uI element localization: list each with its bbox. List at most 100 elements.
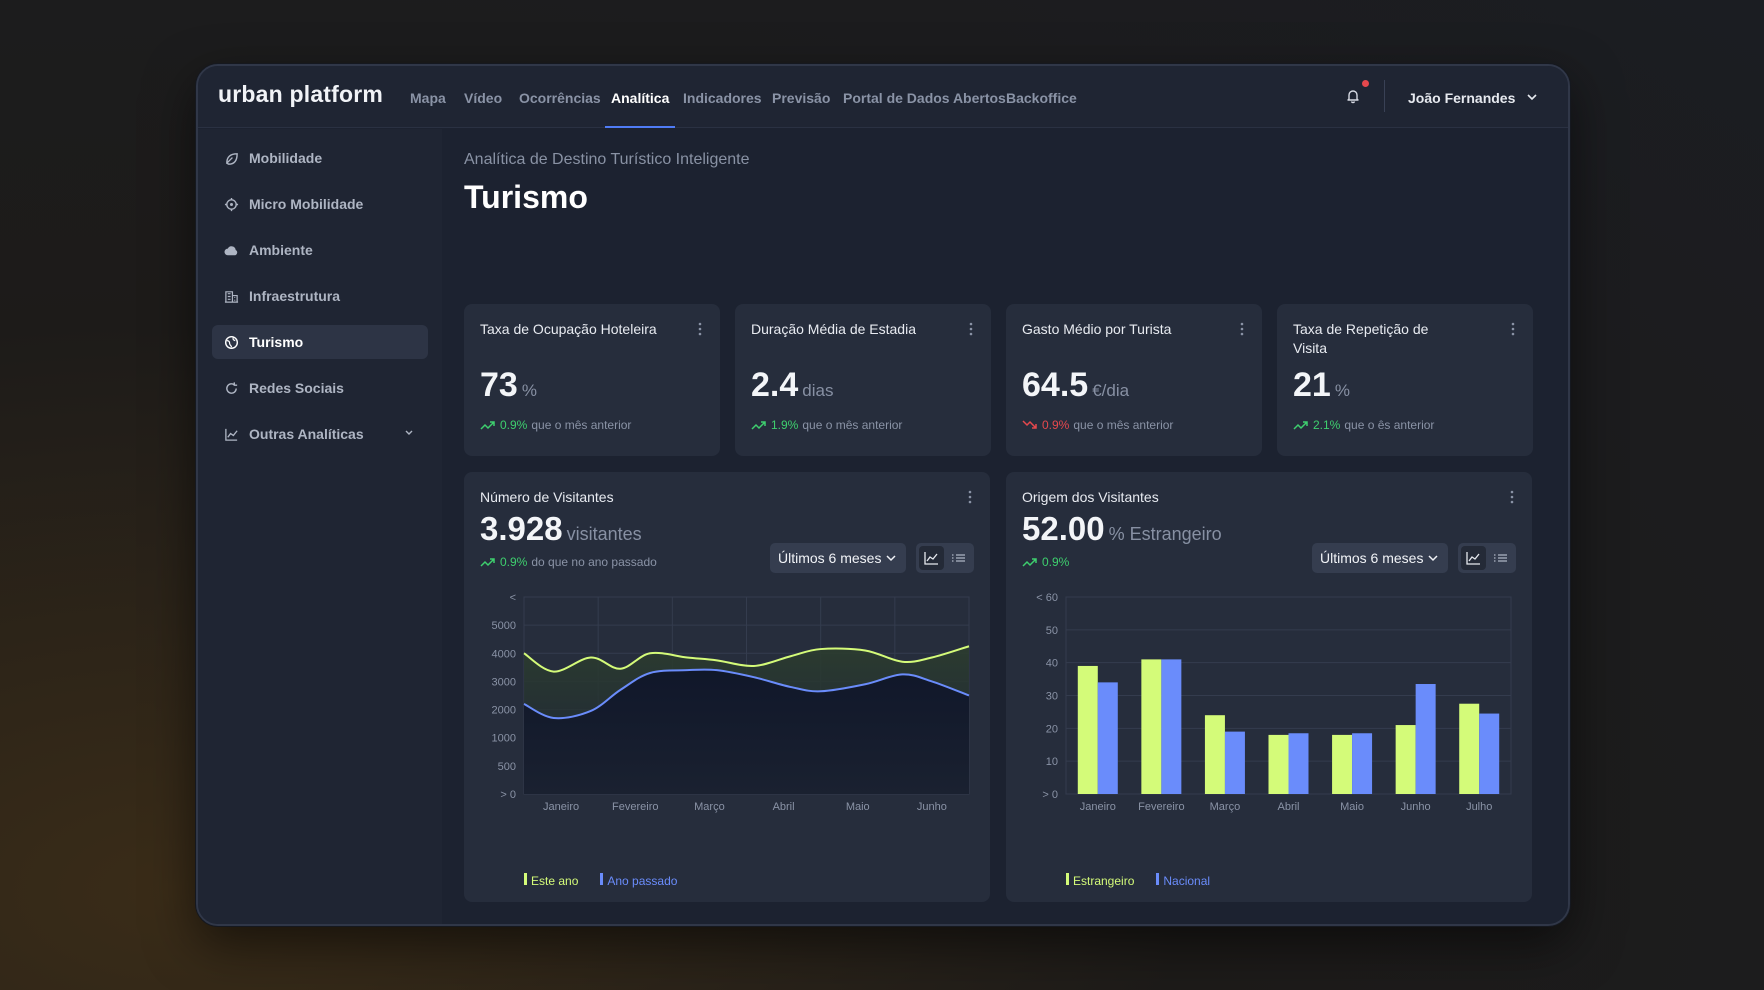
kpi-title: Taxa de Ocupação Hoteleira	[480, 321, 657, 337]
list-view-button[interactable]	[1488, 546, 1513, 570]
nav-backoffice[interactable]: Backoffice	[1006, 90, 1077, 106]
more-options-icon[interactable]	[1511, 322, 1515, 336]
bar-nacional	[1352, 733, 1373, 794]
sidebar-item-outras-analiticas[interactable]: Outras Analíticas	[212, 417, 428, 451]
bar-estrangeiro	[1204, 715, 1225, 794]
refresh-icon	[226, 381, 238, 394]
chevron-down-icon[interactable]	[1526, 92, 1538, 102]
chevron-down-icon[interactable]	[404, 428, 414, 438]
kpi-title: Taxa de Repetição de Visita	[1293, 321, 1429, 356]
view-toggle	[1458, 543, 1516, 573]
trend-up-icon	[1022, 558, 1037, 567]
sidebar-item-label: Redes Sociais	[249, 380, 344, 396]
nav-portal-dados-abertos[interactable]: Portal de Dados Abertos	[843, 90, 1006, 106]
x-tick-label: Junho	[917, 801, 947, 813]
kpi-trend: 0.9% que o mês anterior	[480, 418, 631, 432]
nav-analitica[interactable]: Analítica	[604, 90, 676, 128]
x-tick-label: Fevereiro	[612, 801, 658, 813]
kpi-title: Duração Média de Estadia	[751, 321, 916, 337]
x-tick-label: Julho	[1466, 801, 1492, 813]
more-options-icon[interactable]	[968, 490, 972, 504]
notification-badge	[1362, 80, 1369, 87]
bar-nacional	[1288, 733, 1309, 794]
nav-video[interactable]: Vídeo	[464, 90, 503, 106]
page-subtitle: Analítica de Destino Turístico Inteligen…	[464, 151, 750, 168]
app-logo[interactable]: urban platform	[218, 81, 384, 107]
nav-previsao[interactable]: Previsão	[772, 90, 831, 106]
line-view-button[interactable]	[919, 546, 944, 570]
x-tick-label: Junho	[1401, 801, 1431, 813]
line-chart-icon	[1466, 552, 1480, 565]
y-tick-label: 3000	[492, 676, 516, 688]
nav-mapa[interactable]: Mapa	[410, 90, 446, 106]
x-tick-label: Março	[1210, 801, 1241, 813]
sidebar-item-redes-sociais[interactable]: Redes Sociais	[212, 371, 428, 405]
bar-nacional	[1161, 659, 1182, 794]
x-tick-label: Janeiro	[543, 801, 579, 813]
building-icon	[224, 290, 239, 303]
more-options-icon[interactable]	[1240, 322, 1244, 336]
more-options-icon[interactable]	[969, 322, 973, 336]
legend-item-ano-passado[interactable]: Ano passado	[600, 873, 677, 888]
y-tick-label: 10	[1046, 756, 1058, 768]
x-tick-label: Maio	[1340, 801, 1364, 813]
kpi-value: 64.5 €/dia	[1022, 366, 1130, 404]
kpi-card-estadia: Duração Média de Estadia 2.4 dias 1.9% que…	[735, 304, 991, 456]
bar-nacional	[1224, 731, 1245, 794]
chart-title: Número de Visitantes	[480, 489, 614, 505]
list-icon	[1494, 554, 1507, 562]
bar-nacional	[1415, 684, 1436, 794]
kpi-card-gasto: Gasto Médio por Turista 64.5 €/dia 0.9% qu…	[1006, 304, 1262, 456]
divider	[1384, 80, 1385, 112]
y-tick-label: 1000	[492, 733, 516, 745]
legend-item-estrangeiro[interactable]: Estrangeiro	[1066, 873, 1134, 888]
y-tick-label: 5000	[492, 620, 516, 632]
period-select[interactable]: Últimos 6 meses	[770, 543, 906, 573]
chart-legend: Estrangeiro Nacional	[1066, 873, 1210, 888]
sidebar-item-label: Mobilidade	[249, 150, 323, 166]
nav-indicadores[interactable]: Indicadores	[683, 90, 762, 106]
origin-value: 52.00% Estrangeiro	[1022, 510, 1222, 547]
sidebar-item-label: Outras Analíticas	[249, 426, 364, 442]
visitors-trend: 0.9% do que no ano passado	[480, 555, 657, 569]
sidebar-item-turismo[interactable]: Turismo	[212, 325, 428, 359]
period-select[interactable]: Últimos 6 meses	[1312, 543, 1448, 573]
sidebar-item-micro-mobilidade[interactable]: Micro Mobilidade	[212, 187, 428, 221]
bar-estrangeiro	[1332, 734, 1353, 794]
nav-ocorrencias[interactable]: Ocorrências	[519, 90, 601, 106]
main-content: Analítica de Destino Turístico Inteligen…	[442, 129, 1568, 924]
view-toggle	[916, 543, 974, 573]
line-view-button[interactable]	[1461, 546, 1486, 570]
kpi-trend: 2.1% que o ês anterior	[1293, 418, 1434, 432]
sidebar-item-ambiente[interactable]: Ambiente	[212, 233, 428, 267]
sidebar: Mobilidade Micro Mobilidade Ambiente Inf…	[198, 129, 442, 924]
visitors-area-chart: > 0 500 1000 2000 3000 4000 5000 < Janeiro Fevere…	[492, 592, 970, 813]
x-tick-label: Janeiro	[1080, 801, 1116, 813]
y-tick-label: <	[510, 592, 516, 604]
bell-icon[interactable]	[1345, 88, 1361, 104]
ano-passado-line	[523, 668, 970, 720]
bar-nacional	[1479, 713, 1500, 794]
sidebar-item-mobilidade[interactable]: Mobilidade	[212, 141, 428, 175]
more-options-icon[interactable]	[1510, 490, 1514, 504]
app-window: urban platform Mapa Vídeo Ocorrências An…	[196, 64, 1570, 926]
legend-item-nacional[interactable]: Nacional	[1156, 873, 1210, 888]
x-tick-label: Abril	[1277, 801, 1299, 813]
top-navigation-bar: urban platform Mapa Vídeo Ocorrências An…	[198, 66, 1568, 128]
bar-estrangeiro	[1268, 734, 1289, 794]
sidebar-item-infraestrutura[interactable]: Infraestrutura	[212, 279, 428, 313]
legend-item-este-ano[interactable]: Este ano	[524, 873, 578, 888]
leaf-icon	[226, 152, 238, 165]
list-view-button[interactable]	[946, 546, 971, 570]
visitors-value: 3.928 visitantes	[480, 510, 642, 547]
user-name[interactable]: João Fernandes	[1408, 90, 1516, 106]
more-options-icon[interactable]	[698, 322, 702, 336]
origin-trend: 0.9%	[1022, 555, 1073, 569]
trend-up-icon	[751, 421, 766, 430]
page-title: Turismo	[464, 179, 588, 215]
list-icon	[952, 554, 965, 562]
ano-passado-area	[524, 669, 969, 794]
bar-estrangeiro	[1459, 703, 1480, 794]
kpi-card-repeticao: Taxa de Repetição de Visita 21% 2.1% que …	[1277, 304, 1533, 456]
kpi-value: 2.4 dias	[751, 366, 834, 404]
